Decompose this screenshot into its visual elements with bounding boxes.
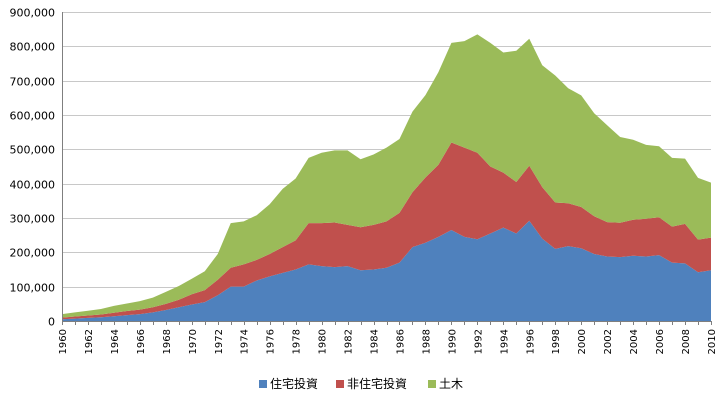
legend-swatch [259, 380, 267, 388]
x-tick-label: 1972 [214, 329, 225, 354]
x-tick-label: 1994 [499, 329, 510, 354]
x-tick-label: 1992 [473, 329, 484, 354]
legend-item: 住宅投資 [259, 376, 318, 391]
x-tick-label: 1974 [240, 329, 251, 354]
x-tick-label: 2008 [681, 329, 692, 354]
legend-item: 非住宅投資 [336, 376, 407, 391]
x-tick-label: 2006 [655, 329, 666, 354]
legend-label: 住宅投資 [270, 376, 318, 391]
x-tick-label: 2004 [629, 329, 640, 354]
x-tick-label: 1980 [318, 329, 329, 354]
x-tick-label: 1998 [551, 329, 562, 354]
x-tick-label: 1990 [447, 329, 458, 354]
y-tick-label: 800,000 [10, 41, 56, 54]
x-tick-label: 1966 [136, 329, 147, 354]
axes: 0 100,000 200,000 300,000 400,000 500,000 600,… [10, 7, 719, 355]
y-tick-label: 600,000 [10, 110, 56, 123]
x-tick-label: 2002 [603, 329, 614, 354]
x-tick-label: 1970 [188, 329, 199, 354]
x-tick-label: 1976 [266, 329, 277, 354]
legend-swatch [336, 380, 344, 388]
y-tick-label: 700,000 [10, 76, 56, 89]
plot-areas [62, 34, 711, 321]
y-tick-label: 500,000 [10, 144, 56, 157]
x-tick-label: 2010 [707, 329, 718, 354]
y-tick-label: 900,000 [10, 7, 56, 20]
legend-label: 土木 [439, 377, 463, 391]
x-tick-label: 1982 [344, 329, 355, 354]
y-tick-label: 0 [48, 316, 55, 329]
x-tick-label: 1984 [370, 329, 381, 354]
y-tick-label: 200,000 [10, 247, 56, 260]
y-tick-label: 300,000 [10, 213, 56, 226]
area-series [62, 34, 711, 318]
x-tick-label: 1978 [292, 329, 303, 354]
x-tick-label: 1996 [525, 329, 536, 354]
y-tick-label: 100,000 [10, 282, 56, 295]
legend-label: 非住宅投資 [347, 376, 407, 391]
area-series [62, 142, 711, 320]
x-tick-label: 1986 [395, 329, 406, 354]
legend-swatch [428, 380, 436, 388]
x-tick-label: 1988 [421, 329, 432, 354]
x-tick-label: 1968 [162, 329, 173, 354]
x-tick-label: 1964 [110, 329, 121, 354]
x-tick-label: 1962 [84, 329, 95, 354]
x-tick-label: 1960 [58, 329, 69, 354]
legend: 住宅投資 非住宅投資 土木 [259, 376, 463, 391]
legend-item: 土木 [428, 377, 463, 391]
area-series [62, 220, 711, 321]
x-tick-label: 2000 [577, 329, 588, 354]
y-tick-label: 400,000 [10, 179, 56, 192]
